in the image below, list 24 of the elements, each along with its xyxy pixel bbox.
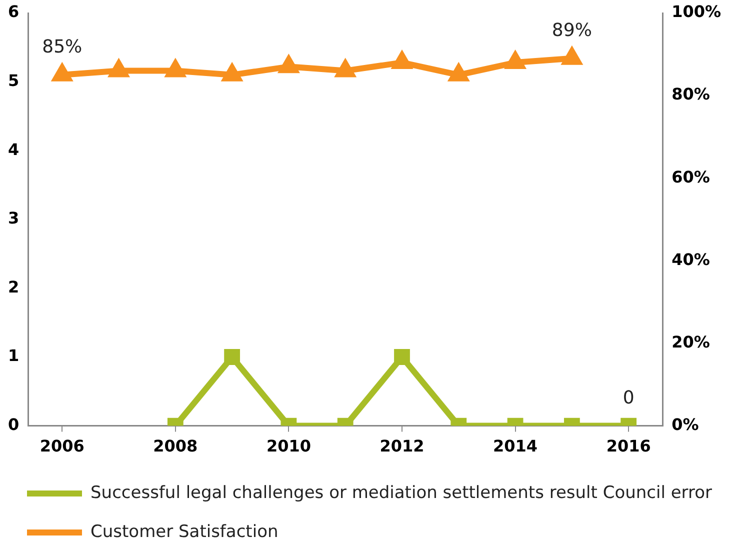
y2-tick-label: 40%: [672, 250, 710, 269]
y-tick-label: 5: [8, 70, 20, 90]
y-tick-label: 4: [8, 140, 20, 159]
x-tick-label: 2014: [493, 436, 538, 456]
y2-tick-label: 20%: [672, 332, 710, 352]
legend-label: Successful legal challenges or mediation settlements result Council error: [90, 482, 712, 503]
legend-label: Customer Satisfaction: [90, 522, 278, 542]
y2-tick-label: 80%: [672, 84, 710, 104]
x-tick-label: 2016: [606, 436, 651, 456]
y-tick-label: 2: [8, 277, 20, 296]
y-tick-label: 6: [8, 2, 20, 22]
x-tick-label: 2006: [40, 436, 84, 456]
y-tick-label: 1: [8, 346, 20, 366]
x-tick-label: 2012: [380, 436, 424, 456]
data-label: 85%: [42, 36, 82, 58]
y2-tick-label: 100%: [672, 2, 722, 22]
data-label: 89%: [552, 20, 592, 42]
x-tick-label: 2010: [266, 436, 311, 456]
y2-tick-label: 60%: [672, 167, 710, 186]
x-tick-label: 2008: [153, 436, 198, 456]
y-tick-label: 3: [8, 208, 20, 228]
data-label: 0: [622, 387, 634, 408]
y-tick-label: 0: [8, 414, 20, 434]
y2-tick-label: 0%: [672, 414, 699, 434]
